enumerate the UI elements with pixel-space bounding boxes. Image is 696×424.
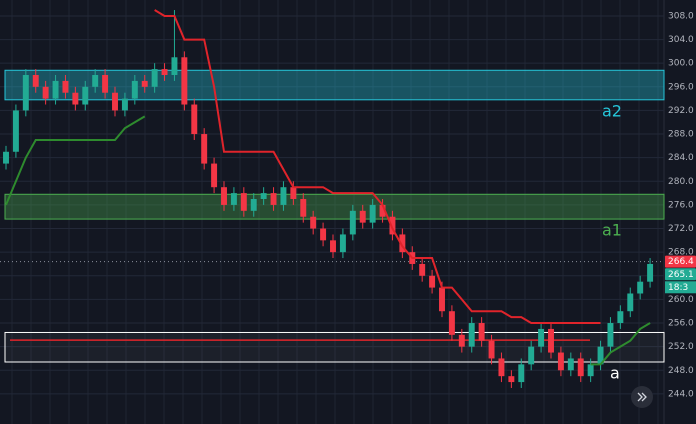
candle-body [290, 187, 297, 200]
candle-body [508, 376, 515, 383]
countdown-tag [665, 281, 696, 294]
candle-body [260, 193, 267, 200]
candle-body [458, 334, 465, 347]
indicator-line [5, 115, 651, 366]
candle-body [42, 86, 49, 99]
candle-body [112, 92, 118, 111]
y-tick-label: 248.0 [668, 366, 694, 376]
candle-body [141, 80, 148, 87]
candle-body [131, 80, 138, 99]
candle-body [270, 193, 277, 205]
candle-body [399, 234, 406, 253]
price-tag-label: 265.1 [668, 270, 694, 280]
candle-body [161, 69, 168, 75]
candle-body [82, 86, 89, 105]
indicator-line [154, 9, 601, 325]
candle-body [518, 364, 525, 383]
y-tick-label: 260.0 [668, 295, 694, 305]
candle-body [359, 210, 366, 223]
candle-body [429, 275, 436, 288]
price-tag [665, 255, 696, 268]
candle-body [171, 57, 178, 75]
scroll-icon [637, 392, 647, 402]
candle-body [577, 358, 584, 377]
candle-body [369, 204, 376, 223]
candle-body [52, 80, 59, 99]
y-tick-label: 256.0 [668, 319, 694, 329]
candle-body [320, 228, 327, 241]
candle-body [240, 193, 247, 211]
candle-body [538, 328, 545, 347]
candle-body [102, 74, 109, 93]
candle-body [310, 216, 317, 229]
candle-body [339, 234, 346, 253]
candle-body [230, 193, 237, 205]
candle-body [389, 216, 396, 235]
candle-body [567, 358, 574, 371]
candle-body [419, 263, 426, 276]
candle-body [221, 187, 227, 205]
candle-body [637, 281, 644, 294]
candle-body [201, 134, 208, 164]
candle-body [349, 210, 356, 235]
y-tick-label: 296.0 [668, 82, 694, 92]
candle-body [468, 323, 475, 347]
y-tick-label: 252.0 [668, 342, 694, 352]
candle-body [3, 151, 9, 164]
candle-body [191, 104, 198, 135]
candle-body [557, 352, 564, 371]
y-tick-label: 300.0 [668, 59, 694, 69]
price-tag [665, 268, 696, 281]
y-tick-label: 244.0 [668, 389, 694, 399]
zone [4, 193, 665, 220]
candle-body [647, 263, 654, 282]
candle-body [92, 74, 99, 87]
candle-body [121, 98, 128, 111]
candle-body [12, 110, 19, 152]
candle-body [250, 199, 257, 211]
candle-body [379, 204, 386, 217]
candle-body [22, 74, 29, 111]
y-tick-label: 304.0 [668, 35, 694, 45]
candle-body [488, 340, 495, 359]
y-tick-label: 272.0 [668, 224, 694, 234]
zone-label: a2 [602, 101, 622, 120]
candle-body [587, 364, 594, 377]
candle-body [62, 80, 69, 93]
candle-body [32, 74, 39, 87]
candle-body [607, 323, 614, 347]
candle-body [528, 346, 535, 365]
y-tick-label: 288.0 [668, 130, 694, 140]
zone-label: a1 [602, 221, 622, 240]
candle-body [330, 240, 336, 253]
price-tag-label: 266.4 [668, 257, 694, 267]
candle-body [597, 346, 604, 365]
candle-body [211, 163, 218, 188]
candle-body [280, 187, 287, 205]
countdown: 18:3 [668, 283, 688, 293]
candle-body [300, 199, 307, 217]
candle-body [627, 293, 634, 312]
candle-body [548, 328, 554, 353]
candle-body [181, 57, 188, 105]
candle-body [72, 92, 79, 105]
candle-body [498, 358, 505, 377]
candle-body [439, 287, 445, 312]
candle-body [448, 311, 455, 335]
y-tick-label: 268.0 [668, 248, 694, 258]
y-tick-label: 284.0 [668, 153, 694, 163]
candle-body [151, 69, 158, 87]
y-tick-label: 280.0 [668, 177, 694, 187]
zone [4, 331, 665, 363]
y-tick-label: 276.0 [668, 200, 694, 210]
zone-label: a [610, 363, 620, 382]
candle-body [478, 323, 485, 341]
y-tick-label: 292.0 [668, 106, 694, 116]
candle-body [617, 311, 624, 324]
y-tick-label: 308.0 [668, 11, 694, 21]
